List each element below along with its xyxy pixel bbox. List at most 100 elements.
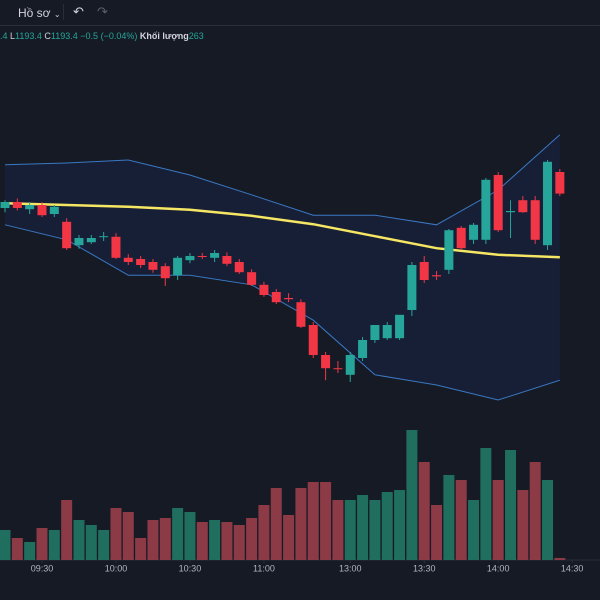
legend-value: 263 [188, 31, 204, 41]
volume-bar [110, 508, 122, 560]
band-fill [5, 134, 560, 401]
candle-body [296, 302, 306, 327]
candle-body [123, 257, 133, 262]
candle-body [444, 230, 454, 270]
candle-body [407, 265, 417, 310]
candle-body [74, 238, 84, 246]
candle-body [555, 172, 565, 194]
x-tick-label: 14:00 [487, 563, 510, 573]
volume-bar [455, 480, 467, 560]
volume-bar [480, 448, 492, 560]
candle-body [12, 202, 22, 208]
candle-body [37, 205, 47, 216]
candle-body [321, 355, 331, 369]
volume-bar [443, 475, 455, 560]
volume-bar [381, 492, 393, 560]
volume-bar [295, 488, 307, 560]
volume-bar [98, 530, 110, 560]
volume-bar [233, 525, 245, 560]
candle-body [160, 266, 170, 279]
candle-body [197, 256, 207, 257]
volume-bar [283, 515, 295, 560]
volume-bar [209, 520, 221, 560]
volume-bar [418, 462, 430, 560]
legend-value: 1193.4 [50, 31, 78, 41]
volume-bar [431, 505, 443, 560]
candle-body [210, 253, 220, 258]
volume-bar [36, 528, 48, 560]
volume-bar [48, 530, 60, 560]
volume-bar [492, 480, 504, 560]
volume-bar [184, 512, 196, 560]
volume-bar [468, 500, 480, 560]
candle-body [284, 298, 294, 300]
x-tick-label: 10:00 [105, 563, 128, 573]
volume-bar [270, 488, 282, 560]
candle-body [333, 368, 343, 370]
candle-body [518, 200, 528, 213]
candle-body [62, 221, 72, 249]
volume-bar [24, 542, 36, 560]
volume-bar [517, 490, 529, 560]
volume-bar [332, 500, 344, 560]
volume-bar [246, 518, 258, 560]
x-tick-label: 13:00 [339, 563, 362, 573]
candle-body [419, 262, 429, 280]
volume-bar [11, 538, 23, 560]
volume-bar [135, 538, 147, 560]
toolbar: Hồ sơ ⌄ ↶ ↷ [0, 0, 600, 26]
volume-bar [0, 530, 11, 560]
volume-bar [406, 430, 418, 560]
candle-body [49, 206, 59, 214]
candle-body [345, 355, 355, 375]
candle-body [358, 340, 368, 358]
candle-body [0, 202, 10, 208]
volume-bar [172, 508, 184, 560]
volume-bar [221, 522, 233, 560]
redo-button[interactable]: ↷ [97, 4, 108, 19]
volume-bar [529, 462, 541, 560]
candle-body [247, 272, 257, 285]
volume-bar [258, 505, 270, 560]
undo-button[interactable]: ↶ [73, 4, 84, 19]
x-tick-label: 09:30 [31, 563, 54, 573]
candle-body [395, 314, 405, 339]
candle-body [308, 325, 318, 355]
candle-body [271, 292, 281, 303]
candle-body [530, 200, 540, 240]
legend-change: −0.5 (−0.04%) [80, 31, 138, 41]
volume-bar [505, 450, 517, 560]
candle-body [370, 325, 380, 340]
volume-bar [147, 520, 159, 560]
legend-value: 1193.4 [15, 31, 42, 41]
candle-body [148, 262, 158, 270]
candle-body [432, 275, 442, 277]
candle-body [136, 259, 146, 265]
candle-body [222, 256, 232, 264]
candle-body [86, 238, 96, 243]
x-tick-label: 11:00 [253, 563, 275, 573]
candle-body [543, 161, 553, 246]
volume-bar [85, 525, 97, 560]
indicator-line [4, 224, 561, 401]
candle-body [173, 257, 183, 276]
candle-body [469, 224, 479, 240]
candle-body [111, 236, 121, 258]
x-tick-label: 13:30 [413, 563, 436, 573]
profile-label: Hồ sơ [18, 6, 51, 20]
candle-body [185, 256, 195, 261]
legend-prev: .4 [0, 31, 8, 41]
profile-button[interactable]: Hồ sơ ⌄ [18, 6, 61, 20]
volume-bar [357, 495, 369, 560]
volume-bar [369, 500, 381, 560]
candle-body [481, 179, 491, 240]
volume-bar [122, 512, 134, 560]
candle-body [506, 211, 516, 213]
legend: .4 L1193.4 C1193.4 −0.5 (−0.04%) Khối lư… [0, 31, 204, 41]
candle-body [25, 205, 35, 210]
volume-bar [196, 522, 208, 560]
candle-body [456, 227, 466, 249]
volume-bar [73, 520, 85, 560]
